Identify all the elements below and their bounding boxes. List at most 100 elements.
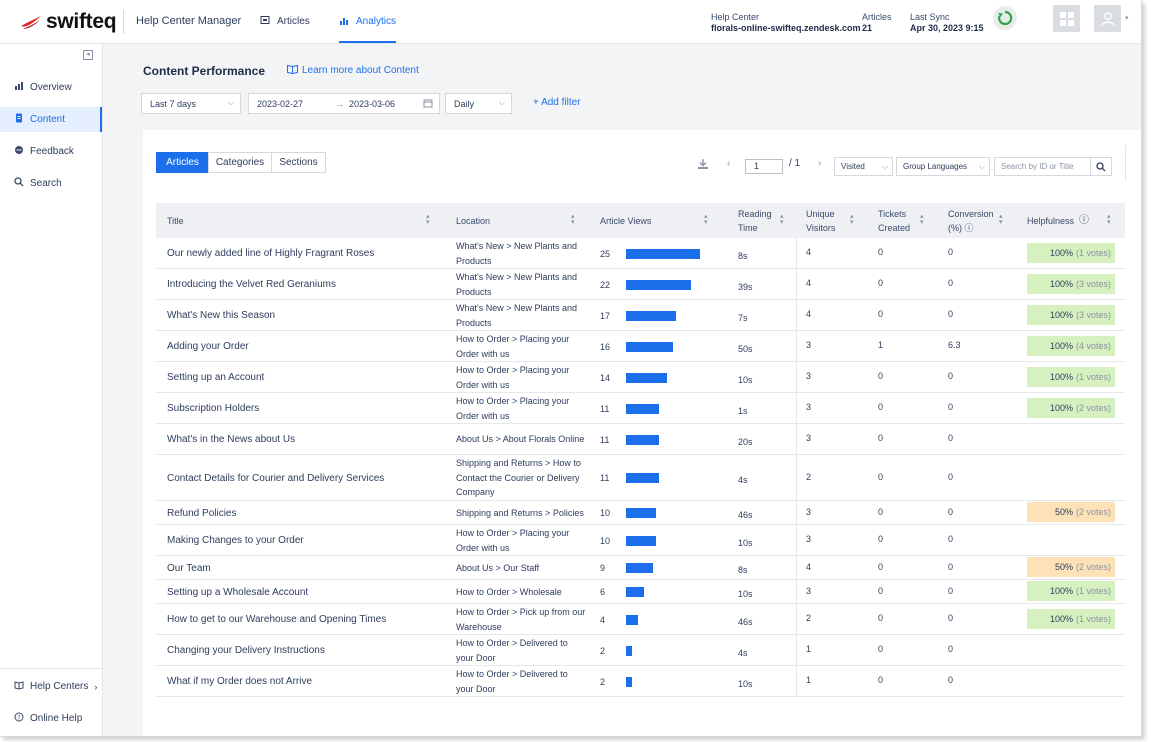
helpfulness-votes: (3 votes) [1075, 279, 1111, 289]
helpfulness-votes: (1 votes) [1075, 614, 1111, 624]
column-header-conversion[interactable]: Conversion (%) ⓘ [948, 203, 994, 238]
articles-icon [260, 15, 270, 28]
sort-icon[interactable]: ▴ ▾ [704, 213, 708, 226]
article-title[interactable]: Contact Details for Courier and Delivery… [167, 472, 385, 484]
table-row[interactable]: Adding your Order How to Order > Placing … [156, 331, 1125, 362]
article-title[interactable]: Our newly added line of Highly Fragrant … [167, 248, 375, 259]
sidebar-item-feedback[interactable]: Feedback [0, 139, 102, 164]
table-row[interactable]: Our newly added line of Highly Fragrant … [156, 238, 1125, 269]
column-header-title[interactable]: Title [167, 203, 184, 238]
sort-icon[interactable]: ▴ ▾ [850, 213, 854, 226]
article-views: 2 [600, 645, 606, 656]
granularity-select[interactable]: Daily ⌵ [445, 93, 512, 114]
sort-icon[interactable]: ▴ ▾ [999, 213, 1003, 226]
learn-more-link[interactable]: Learn more about Content [287, 64, 419, 77]
visited-select[interactable]: Visited ⌵ [834, 157, 893, 176]
article-title[interactable]: Setting up a Wholesale Account [167, 586, 309, 598]
sort-icon[interactable]: ▴ ▾ [571, 213, 575, 226]
article-title[interactable]: What if my Order does not Arrive [167, 676, 313, 687]
tab-categories[interactable]: Categories [208, 152, 272, 173]
sync-button[interactable] [993, 6, 1017, 30]
column-divider [796, 455, 797, 501]
table-row[interactable]: What's in the News about Us About Us > Ab… [156, 424, 1125, 455]
table-row[interactable]: What's New this Season What's New > New P… [156, 300, 1125, 331]
conversion-rate: 0 [948, 506, 954, 517]
article-title[interactable]: Changing your Delivery Instructions [167, 645, 325, 656]
sort-icon[interactable]: ▴ ▾ [1107, 213, 1111, 226]
article-title[interactable]: Adding your Order [167, 341, 249, 352]
next-page-icon[interactable]: › [818, 158, 822, 169]
collapse-sidebar-icon[interactable]: ◂ [83, 50, 93, 60]
date-range-select[interactable]: Last 7 days ⌵ [141, 93, 241, 114]
table-row[interactable]: What if my Order does not Arrive How to O… [156, 666, 1125, 697]
article-views: 10 [600, 535, 611, 546]
unique-visitors: 4 [806, 278, 812, 288]
prev-page-icon[interactable]: ‹ [727, 158, 731, 169]
table-row[interactable]: Subscription Holders How to Order > Placi… [156, 393, 1125, 424]
conversion-rate: 0 [948, 278, 954, 288]
article-location: How to Order > Delivered to your Door [456, 638, 568, 663]
unique-visitors: 3 [806, 534, 812, 544]
article-views: 11 [600, 434, 610, 445]
sidebar-item-label: Online Help [30, 713, 83, 724]
reading-time: 10s [738, 537, 753, 548]
sort-icon[interactable]: ▴ ▾ [426, 213, 430, 226]
table-row[interactable]: Refund Policies Shipping and Returns > Po… [156, 501, 1125, 525]
sidebar-item-help-centers[interactable]: Help Centers › [0, 674, 102, 699]
table-row[interactable]: Setting up a Wholesale Account How to Ord… [156, 580, 1125, 604]
tab-sections[interactable]: Sections [271, 152, 326, 173]
table-row[interactable]: Setting up an Account How to Order > Plac… [156, 362, 1125, 393]
sidebar-item-online-help[interactable]: ? Online Help [0, 706, 102, 731]
article-title[interactable]: How to get to our Warehouse and Opening … [167, 614, 387, 625]
date-range-picker[interactable]: 2023-02-27 → 2023-03-06 [248, 93, 440, 114]
article-title[interactable]: Introducing the Velvet Red Geraniums [167, 279, 336, 290]
search-icon [14, 177, 30, 190]
group-languages-select[interactable]: Group Languages ⌵ [896, 157, 990, 176]
table-row[interactable]: Changing your Delivery Instructions How t… [156, 635, 1125, 666]
search-input[interactable]: Search by ID or Title [994, 157, 1091, 176]
column-header-location[interactable]: Location [456, 203, 490, 238]
article-title[interactable]: Making Changes to your Order [167, 535, 304, 546]
article-title[interactable]: What's in the News about Us [167, 434, 296, 445]
helpfulness-percent: 100% [1049, 614, 1073, 624]
apps-button[interactable] [1053, 5, 1080, 32]
download-icon[interactable] [697, 158, 709, 173]
column-header-tickets-created[interactable]: Tickets Created [878, 203, 910, 238]
article-title[interactable]: What's New this Season [167, 310, 276, 321]
sort-icon[interactable]: ▴ ▾ [780, 213, 784, 226]
swifteq-logo[interactable]: swifteq [20, 10, 117, 34]
user-menu-button[interactable] [1094, 5, 1121, 32]
column-header-reading-time[interactable]: Reading Time [738, 203, 772, 238]
nav-tab-analytics[interactable]: Analytics [339, 15, 397, 43]
search-button[interactable] [1090, 157, 1112, 176]
add-filter-button[interactable]: + Add filter [533, 97, 581, 108]
date-range-value: Last 7 days [150, 98, 197, 109]
reading-time: 50s [738, 343, 753, 354]
column-header-unique-visitors[interactable]: Unique Visitors [806, 203, 835, 238]
article-title[interactable]: Subscription Holders [167, 403, 260, 414]
table-row[interactable]: How to get to our Warehouse and Opening … [156, 604, 1125, 635]
column-header-article-views[interactable]: Article Views [600, 203, 651, 238]
sort-icon[interactable]: ▴ ▾ [920, 213, 924, 226]
article-title[interactable]: Our Team [167, 562, 211, 574]
article-title[interactable]: Refund Policies [167, 507, 237, 519]
views-bar [626, 404, 659, 414]
article-title[interactable]: Setting up an Account [167, 372, 265, 383]
nav-tab-articles[interactable]: Articles [260, 15, 310, 28]
info-icon[interactable]: ⓘ [1079, 214, 1090, 226]
tab-articles[interactable]: Articles [156, 152, 209, 173]
reading-time: 4s [738, 647, 748, 658]
chevron-down-icon[interactable]: ▾ [1125, 15, 1129, 22]
helpfulness-votes: (1 votes) [1075, 248, 1111, 258]
table-row[interactable]: Introducing the Velvet Red Geraniums What… [156, 269, 1125, 300]
tickets-created: 0 [878, 644, 884, 654]
column-header-helpfulness[interactable]: Helpfulness ⓘ [1027, 203, 1089, 238]
table-row[interactable]: Making Changes to your Order How to Order… [156, 525, 1125, 556]
info-icon[interactable]: ⓘ [964, 222, 974, 233]
sidebar-item-overview[interactable]: Overview [0, 75, 102, 100]
page-number-input[interactable]: 1 [745, 159, 783, 174]
sidebar-item-content[interactable]: Content [0, 107, 102, 132]
table-row[interactable]: Contact Details for Courier and Delivery… [156, 455, 1125, 501]
table-row[interactable]: Our Team About Us > Our Staff 9 8s 4 0 0 50% (2 … [156, 556, 1125, 580]
sidebar-item-search[interactable]: Search [0, 171, 102, 196]
